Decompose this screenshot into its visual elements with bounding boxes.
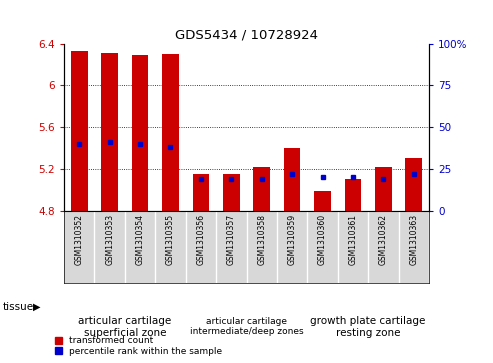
Bar (132, 55, 148, 211)
Text: GSM1310362: GSM1310362 (379, 214, 388, 265)
Bar (71, 51, 88, 211)
Text: GSM1310361: GSM1310361 (349, 214, 357, 265)
Text: GSM1310359: GSM1310359 (287, 214, 297, 265)
Text: GSM1310354: GSM1310354 (136, 214, 144, 265)
Bar (345, 179, 361, 211)
Bar (375, 167, 391, 211)
Text: GSM1310360: GSM1310360 (318, 214, 327, 265)
Bar (162, 54, 179, 211)
Bar (102, 53, 118, 211)
Text: articular cartilage
intermediate/deep zones: articular cartilage intermediate/deep zo… (190, 317, 303, 337)
Text: articular cartilage
superficial zone: articular cartilage superficial zone (78, 316, 172, 338)
Bar (284, 148, 300, 211)
Bar (223, 174, 240, 211)
Text: GSM1310358: GSM1310358 (257, 214, 266, 265)
Legend: transformed count, percentile rank within the sample: transformed count, percentile rank withi… (54, 335, 223, 357)
Bar (405, 158, 422, 211)
Text: GSM1310355: GSM1310355 (166, 214, 175, 265)
Bar (193, 174, 209, 211)
Text: growth plate cartilage
resting zone: growth plate cartilage resting zone (311, 316, 426, 338)
Text: GSM1310357: GSM1310357 (227, 214, 236, 265)
Text: ▶: ▶ (33, 302, 40, 312)
Bar (253, 167, 270, 211)
Text: GSM1310356: GSM1310356 (196, 214, 206, 265)
Text: GSM1310353: GSM1310353 (105, 214, 114, 265)
Text: tissue: tissue (2, 302, 34, 312)
Text: GSM1310363: GSM1310363 (409, 214, 418, 265)
Title: GDS5434 / 10728924: GDS5434 / 10728924 (175, 28, 318, 41)
Text: GSM1310352: GSM1310352 (75, 214, 84, 265)
Bar (314, 191, 331, 211)
